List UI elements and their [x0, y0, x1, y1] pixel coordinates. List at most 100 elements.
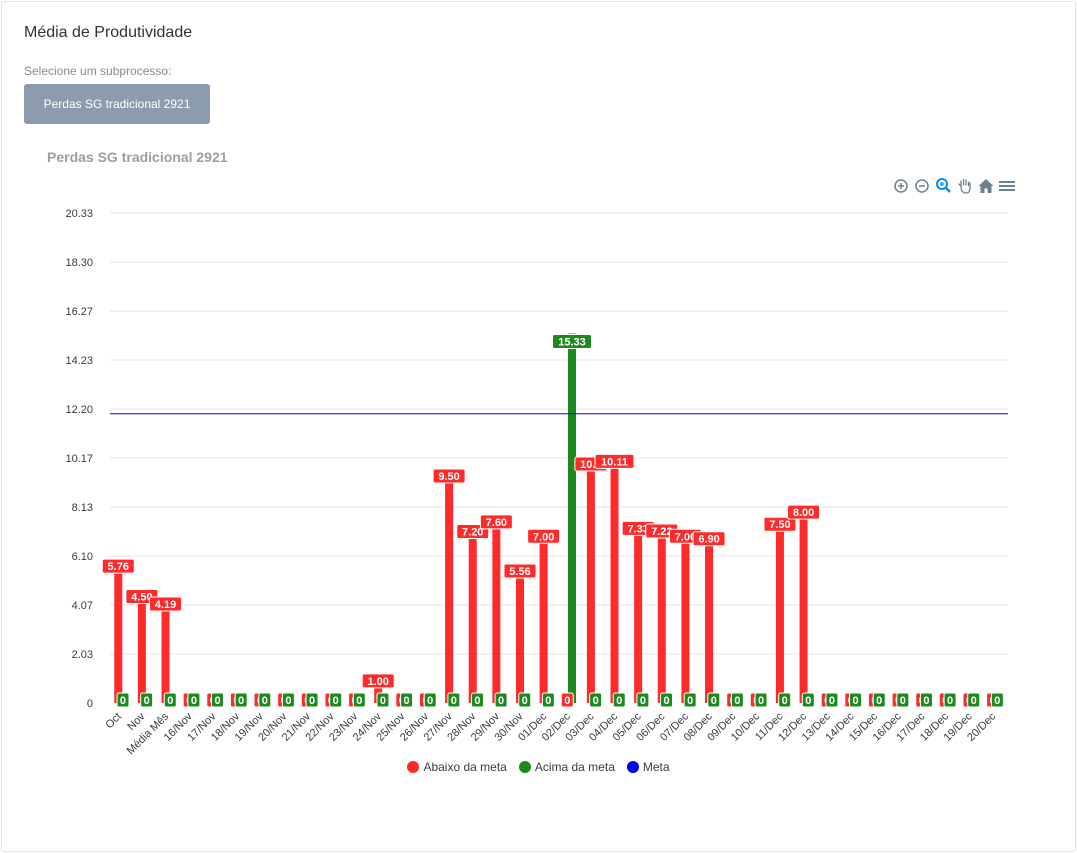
legend-marker	[407, 761, 420, 773]
data-label-acima: 0	[144, 695, 150, 707]
data-label-acima: 0	[971, 695, 977, 707]
page-title: Média de Produtividade	[24, 24, 193, 41]
data-label-abaixo: 5.76	[108, 561, 129, 573]
data-label-acima: 0	[829, 695, 835, 707]
y-tick-label: 16.27	[65, 306, 93, 318]
data-label-acima: 0	[404, 695, 410, 707]
data-label-abaixo: 1.00	[367, 676, 388, 688]
legend-item-acima[interactable]: Acima da meta	[518, 760, 615, 774]
pan-hand-icon[interactable]	[955, 176, 975, 196]
data-label-acima-bg	[305, 692, 319, 708]
data-label-acima: 0	[238, 695, 244, 707]
data-label-acima-bg	[730, 692, 744, 708]
menu-icon[interactable]	[997, 176, 1017, 196]
bar-abaixo	[681, 534, 690, 703]
data-label-acima-bg	[447, 692, 461, 708]
data-label-acima: 0	[309, 695, 315, 707]
data-label-acima-bg	[660, 692, 674, 708]
bar-abaixo	[492, 519, 501, 703]
data-label-acima: 0	[734, 695, 740, 707]
home-icon[interactable]	[976, 176, 996, 196]
bar-abaixo	[161, 602, 170, 703]
data-label-abaixo: 7.20	[462, 526, 483, 538]
data-label-acima-bg	[423, 692, 437, 708]
data-label-acima: 0	[805, 695, 811, 707]
data-label-acima: 0	[120, 695, 126, 707]
subprocess-select-label: Selecione um subprocesso:	[24, 64, 172, 78]
data-label-acima: 0	[191, 695, 197, 707]
chart-title: Perdas SG tradicional 2921	[47, 149, 228, 165]
data-label-acima-bg	[872, 692, 886, 708]
data-label-acima: 0	[498, 695, 504, 707]
data-label-acima-bg	[541, 692, 555, 708]
bar-abaixo	[445, 474, 454, 703]
data-label-abaixo: 6.90	[698, 534, 719, 546]
bar-abaixo	[634, 526, 643, 703]
data-label-abaixo: 7.33	[627, 523, 648, 535]
data-label-abaixo: 9.50	[438, 471, 459, 483]
subprocess-button[interactable]: Perdas SG tradicional 2921	[24, 84, 210, 124]
legend-label: Acima da meta	[534, 760, 615, 774]
legend-label: Meta	[642, 760, 670, 774]
data-label-acima-bg	[258, 692, 272, 708]
bar-abaixo	[114, 564, 123, 703]
data-label-abaixo: 10.11	[601, 456, 628, 468]
legend-marker	[518, 761, 531, 773]
data-label-abaixo-bg	[479, 514, 513, 530]
bar-abaixo	[539, 534, 548, 703]
data-label-acima-bg	[967, 692, 981, 708]
zoom-out-icon[interactable]	[913, 176, 933, 196]
bar-acima	[567, 333, 576, 703]
data-label-acima-bg	[352, 692, 366, 708]
data-label-abaixo: 0	[564, 695, 570, 707]
data-label-acima-bg	[376, 692, 390, 708]
y-tick-label: 12.20	[65, 404, 93, 416]
data-label-acima-bg	[140, 692, 154, 708]
chart-legend: Abaixo da meta Acima da meta Meta	[0, 760, 1077, 774]
magnify-icon[interactable]	[934, 176, 954, 196]
data-label-acima: 0	[214, 695, 220, 707]
data-label-acima: 15.33	[558, 337, 586, 349]
data-label-abaixo: 7.60	[486, 517, 507, 529]
data-label-acima: 0	[474, 695, 480, 707]
data-label-acima: 0	[853, 695, 859, 707]
data-label-acima-bg	[896, 692, 910, 708]
data-label-abaixo-bg	[527, 528, 561, 544]
data-label-acima-bg	[825, 692, 839, 708]
bar-abaixo	[137, 594, 146, 703]
data-label-abaixo: 4.50	[131, 592, 152, 604]
y-tick-label: 8.13	[72, 502, 93, 514]
data-label-acima: 0	[451, 695, 457, 707]
legend-item-meta[interactable]: Meta	[626, 760, 670, 774]
y-tick-label: 20.33	[65, 208, 93, 220]
data-label-acima: 0	[333, 695, 339, 707]
data-label-acima-bg	[234, 692, 248, 708]
data-label-abaixo: 7.00	[533, 531, 554, 543]
data-label-acima-bg	[187, 692, 201, 708]
bar-abaixo	[515, 568, 524, 703]
data-label-abaixo: 8.00	[793, 507, 814, 519]
data-label-acima: 0	[947, 695, 953, 707]
legend-item-abaixo[interactable]: Abaixo da meta	[407, 760, 507, 774]
data-label-abaixo-bg	[503, 563, 537, 579]
data-label-acima-bg	[943, 692, 957, 708]
y-tick-label: 2.03	[72, 649, 93, 661]
zoom-in-icon[interactable]	[892, 176, 912, 196]
x-tick-label: Oct	[103, 711, 124, 732]
data-label-acima-bg	[636, 692, 650, 708]
data-label-abaixo: 4.19	[155, 599, 176, 611]
data-label-acima-bg	[612, 692, 626, 708]
data-label-acima-bg	[211, 692, 225, 708]
data-label-acima-bg	[849, 692, 863, 708]
data-label-acima-bg	[400, 692, 414, 708]
data-label-abaixo-bg	[432, 468, 466, 484]
data-label-acima-bg	[919, 692, 933, 708]
bar-abaixo	[374, 678, 383, 703]
bar-abaixo	[775, 522, 784, 703]
bar-abaixo	[657, 528, 666, 703]
y-tick-label: 18.30	[65, 257, 93, 269]
data-label-abaixo-bg	[560, 692, 574, 708]
data-label-acima-bg	[329, 692, 343, 708]
data-label-abaixo-bg	[149, 596, 183, 612]
